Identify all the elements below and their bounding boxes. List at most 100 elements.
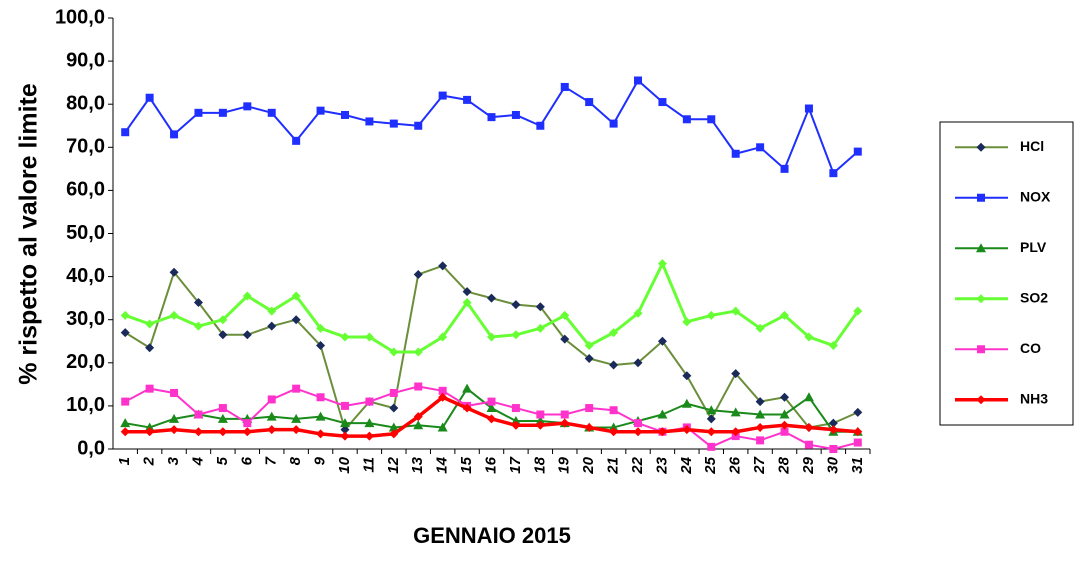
data-point xyxy=(437,422,448,432)
data-point xyxy=(193,297,203,307)
data-point xyxy=(585,404,594,413)
y-tick-label: 50,0 xyxy=(66,222,105,244)
data-point xyxy=(243,102,252,111)
legend-label: HCl xyxy=(1020,138,1044,154)
data-point xyxy=(145,384,154,393)
data-point xyxy=(853,438,862,447)
data-point xyxy=(267,425,277,435)
data-point xyxy=(731,427,741,437)
legend-label: NOX xyxy=(1020,188,1051,204)
data-point xyxy=(755,422,765,432)
data-point xyxy=(780,392,790,402)
data-point xyxy=(438,91,447,100)
data-point xyxy=(413,269,423,279)
data-point xyxy=(511,330,521,340)
data-point xyxy=(389,403,399,413)
data-point xyxy=(682,425,692,435)
data-point xyxy=(242,291,252,301)
legend-box xyxy=(939,121,1074,426)
data-point xyxy=(339,418,350,428)
data-point xyxy=(609,406,618,415)
y-tick-label: 40,0 xyxy=(66,265,105,287)
data-point xyxy=(658,98,667,107)
x-tick-label: 13 xyxy=(409,456,426,473)
data-point xyxy=(560,310,570,320)
data-point xyxy=(657,427,667,437)
data-point xyxy=(486,403,497,413)
data-point xyxy=(657,336,667,346)
y-tick-label: 80,0 xyxy=(66,92,105,114)
y-tick-label: 20,0 xyxy=(66,351,105,373)
data-point xyxy=(438,386,447,395)
data-point xyxy=(828,425,838,435)
x-tick-label: 18 xyxy=(531,456,548,473)
data-point xyxy=(217,413,228,423)
series-line xyxy=(124,79,859,175)
data-point xyxy=(853,306,863,316)
data-point xyxy=(535,420,545,430)
x-tick-label: 26 xyxy=(727,456,744,474)
x-tick-label: 8 xyxy=(287,456,304,465)
x-tick-label: 4 xyxy=(189,456,206,466)
data-point xyxy=(145,343,155,353)
data-point xyxy=(780,164,789,173)
data-point xyxy=(487,113,496,122)
data-point xyxy=(633,427,643,437)
legend-marker xyxy=(976,294,986,304)
x-tick-label: 16 xyxy=(482,456,499,473)
legend-label: CO xyxy=(1020,340,1041,356)
data-point xyxy=(340,332,350,342)
data-point xyxy=(316,393,325,402)
data-point xyxy=(438,332,448,342)
x-tick-label: 28 xyxy=(776,456,793,474)
y-tick-label: 60,0 xyxy=(66,179,105,201)
data-point xyxy=(413,420,424,430)
data-point xyxy=(804,332,814,342)
data-point xyxy=(144,422,155,432)
data-point xyxy=(194,410,203,419)
data-point xyxy=(585,98,594,107)
data-point xyxy=(634,419,643,428)
legend-label: NH3 xyxy=(1020,390,1048,406)
data-point xyxy=(706,414,716,424)
data-point xyxy=(364,418,375,428)
data-point xyxy=(291,413,302,423)
data-point xyxy=(388,422,399,432)
legend-marker xyxy=(976,395,986,405)
data-point xyxy=(340,425,350,435)
data-point xyxy=(414,121,423,130)
data-point xyxy=(292,136,301,145)
data-point xyxy=(364,431,374,441)
data-point xyxy=(609,119,618,128)
data-point xyxy=(804,440,813,449)
data-point xyxy=(462,383,473,393)
data-point xyxy=(755,409,766,419)
x-tick-label: 15 xyxy=(458,456,475,473)
data-point xyxy=(292,384,301,393)
data-point xyxy=(828,341,838,351)
data-point xyxy=(218,404,227,413)
data-point xyxy=(560,334,570,344)
data-point xyxy=(707,115,716,124)
x-tick-label: 7 xyxy=(263,456,280,465)
data-point xyxy=(487,397,496,406)
data-point xyxy=(584,422,594,432)
data-point xyxy=(364,332,374,342)
data-point xyxy=(389,429,399,439)
data-point xyxy=(584,353,594,363)
data-point xyxy=(487,293,496,303)
data-point xyxy=(682,317,692,327)
data-point xyxy=(267,306,277,316)
data-point xyxy=(730,407,741,417)
data-point xyxy=(804,104,813,113)
data-point xyxy=(169,425,179,435)
data-point xyxy=(756,436,765,445)
data-point xyxy=(365,117,374,126)
x-axis-label: GENNAIO 2015 xyxy=(413,523,571,548)
data-point xyxy=(828,418,838,428)
x-tick-label: 2 xyxy=(141,456,158,466)
data-point xyxy=(120,310,130,320)
x-tick-label: 1 xyxy=(116,457,133,465)
data-point xyxy=(706,405,717,415)
x-tick-label: 14 xyxy=(434,456,451,473)
